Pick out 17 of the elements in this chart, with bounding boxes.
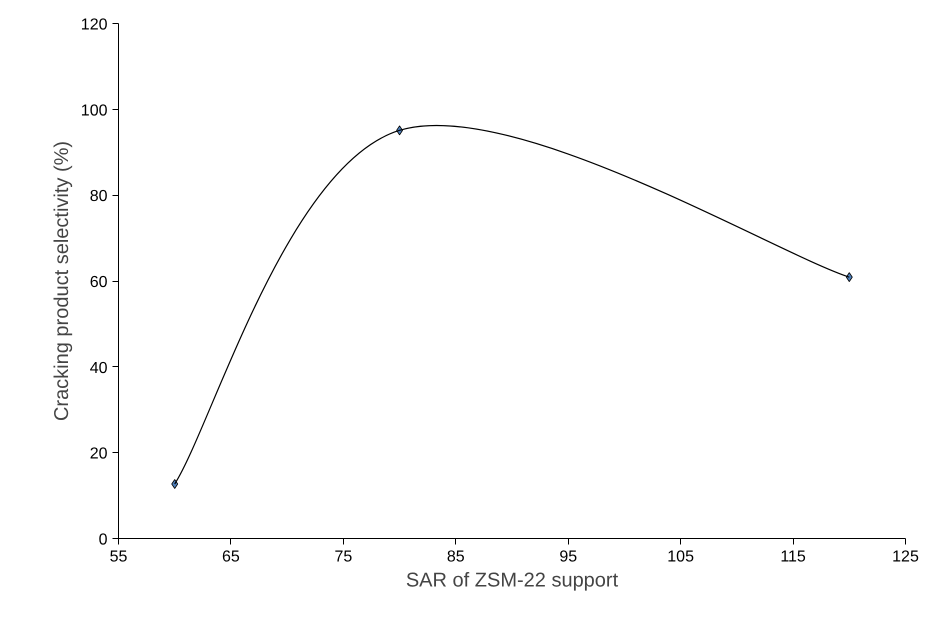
y-axis-title: Cracking product selectivity (%) [50,140,73,422]
y-tick-label: 20 [90,446,108,463]
x-tick-label: 55 [110,548,128,566]
x-tick-label: 105 [667,548,694,566]
x-tick-label: 95 [559,548,578,566]
y-tick-label: 60 [90,274,108,291]
y-tick-label: 40 [90,360,108,377]
x-tick-label: 75 [334,548,352,566]
x-tick-label: 65 [222,548,240,566]
x-tick-label: 85 [446,548,465,566]
y-tick-label: 0 [98,532,108,548]
y-tick-label: 80 [90,188,108,206]
y-tick-label: 120 [80,16,108,34]
x-tick-label: 125 [892,548,919,566]
x-axis-title: SAR of ZSM-22 support [406,570,619,592]
y-tick-label: 100 [80,102,108,120]
x-tick-label: 115 [780,548,806,566]
